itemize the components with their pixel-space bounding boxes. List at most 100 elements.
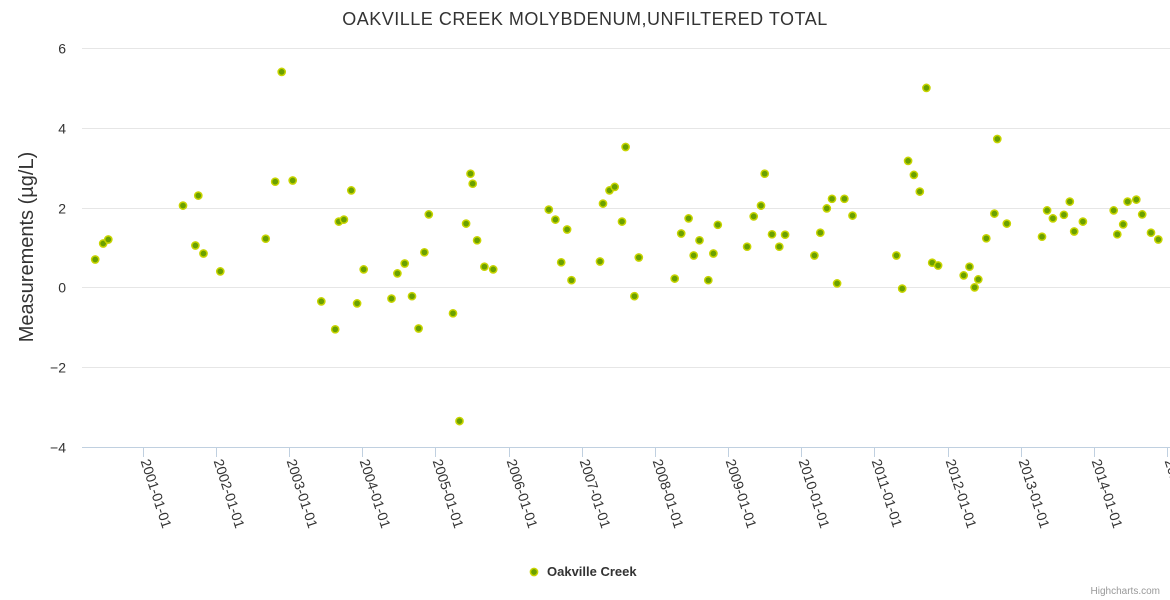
data-point[interactable] — [480, 262, 489, 272]
data-point[interactable] — [215, 267, 225, 276]
data-point[interactable] — [933, 261, 943, 270]
data-point[interactable] — [703, 275, 713, 285]
data-point[interactable] — [981, 233, 991, 243]
data-point[interactable] — [1048, 214, 1058, 223]
data-point[interactable] — [103, 235, 113, 244]
data-point[interactable] — [1123, 197, 1132, 206]
data-point[interactable] — [774, 242, 784, 252]
data-point[interactable] — [567, 275, 576, 285]
data-point[interactable] — [689, 251, 699, 260]
data-point[interactable] — [339, 215, 349, 224]
data-point[interactable] — [1042, 206, 1052, 215]
data-point[interactable] — [544, 205, 554, 214]
data-point[interactable] — [414, 324, 423, 333]
credits-link[interactable]: Highcharts.com — [1091, 586, 1160, 597]
data-point[interactable] — [1065, 197, 1075, 206]
data-point[interactable] — [562, 225, 572, 234]
data-point[interactable] — [810, 251, 819, 260]
data-point[interactable] — [277, 67, 287, 77]
data-point[interactable] — [634, 253, 644, 262]
data-point[interactable] — [742, 242, 752, 252]
data-point[interactable] — [1109, 206, 1119, 215]
data-point[interactable] — [1153, 235, 1163, 244]
data-point[interactable] — [598, 199, 608, 208]
data-point[interactable] — [387, 294, 396, 303]
data-point[interactable] — [330, 324, 340, 334]
data-point[interactable] — [448, 308, 458, 318]
data-point[interactable] — [551, 215, 560, 224]
series-oakville-creek[interactable] — [90, 67, 1163, 426]
data-point[interactable] — [617, 217, 627, 226]
data-point[interactable] — [461, 219, 471, 228]
data-point[interactable] — [892, 251, 901, 260]
data-point[interactable] — [178, 201, 188, 210]
data-point[interactable] — [815, 228, 825, 238]
data-point[interactable] — [393, 269, 402, 278]
data-point[interactable] — [488, 265, 498, 274]
data-point[interactable] — [684, 214, 693, 223]
data-point[interactable] — [709, 249, 718, 258]
legend-item-label[interactable]: Oakville Creek — [547, 564, 637, 579]
data-point[interactable] — [780, 230, 790, 240]
data-point[interactable] — [695, 235, 704, 245]
data-point[interactable] — [407, 291, 417, 301]
data-point[interactable] — [199, 249, 208, 258]
data-point[interactable] — [965, 262, 974, 272]
data-point[interactable] — [455, 416, 464, 426]
data-point[interactable] — [670, 274, 680, 283]
data-point[interactable] — [848, 211, 857, 220]
data-point[interactable] — [749, 212, 759, 221]
data-point[interactable] — [193, 191, 203, 200]
data-point[interactable] — [915, 187, 925, 196]
data-point[interactable] — [270, 177, 280, 187]
data-point[interactable] — [970, 283, 979, 292]
data-point[interactable] — [288, 176, 298, 185]
data-point[interactable] — [261, 234, 271, 244]
data-point[interactable] — [1137, 210, 1147, 219]
data-point[interactable] — [756, 201, 766, 210]
data-point[interactable] — [832, 279, 842, 288]
data-point[interactable] — [922, 83, 931, 93]
data-point[interactable] — [959, 271, 969, 280]
data-point[interactable] — [1146, 228, 1156, 238]
data-point[interactable] — [760, 169, 770, 179]
data-point[interactable] — [400, 259, 410, 268]
data-point[interactable] — [676, 229, 686, 238]
data-point[interactable] — [909, 170, 919, 180]
data-point[interactable] — [1059, 210, 1069, 220]
data-point[interactable] — [1078, 217, 1088, 226]
data-point[interactable] — [630, 291, 639, 301]
data-point[interactable] — [595, 257, 605, 266]
data-point[interactable] — [903, 156, 913, 166]
data-point[interactable] — [897, 284, 907, 293]
data-point[interactable] — [767, 229, 777, 239]
data-point[interactable] — [990, 209, 999, 218]
data-point[interactable] — [610, 182, 620, 192]
data-point[interactable] — [1002, 219, 1012, 228]
data-point[interactable] — [359, 265, 369, 274]
data-point[interactable] — [992, 134, 1002, 144]
data-point[interactable] — [1037, 232, 1047, 242]
data-point[interactable] — [621, 142, 630, 152]
data-point[interactable] — [1069, 227, 1079, 236]
data-point[interactable] — [466, 169, 475, 179]
data-point[interactable] — [346, 186, 356, 195]
data-point[interactable] — [420, 247, 429, 257]
data-point[interactable] — [424, 210, 434, 219]
legend[interactable]: Oakville Creek — [529, 564, 637, 579]
data-point[interactable] — [191, 241, 200, 250]
data-point[interactable] — [352, 299, 362, 308]
data-point[interactable] — [1118, 220, 1128, 229]
data-point[interactable] — [827, 194, 837, 204]
data-point[interactable] — [316, 297, 326, 306]
data-point[interactable] — [822, 204, 832, 213]
data-point[interactable] — [472, 235, 482, 245]
data-point[interactable] — [556, 257, 566, 267]
data-point[interactable] — [1112, 229, 1122, 239]
data-point[interactable] — [713, 220, 723, 230]
data-point[interactable] — [90, 255, 100, 264]
data-point[interactable] — [468, 179, 478, 189]
data-point[interactable] — [840, 194, 849, 204]
data-point[interactable] — [1131, 195, 1141, 204]
data-point[interactable] — [973, 275, 983, 284]
